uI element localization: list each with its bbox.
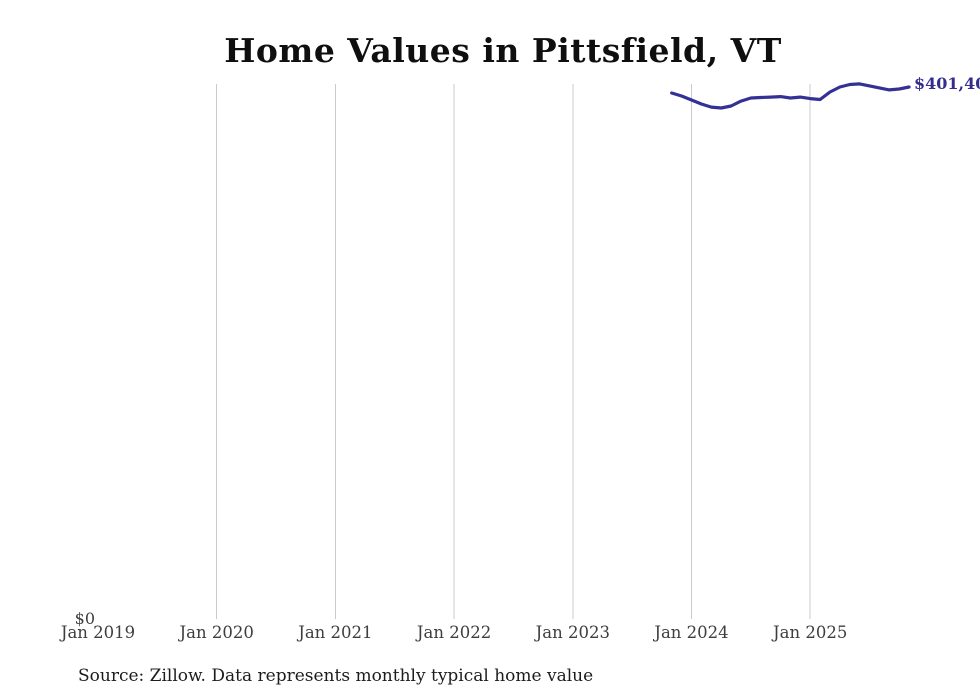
y-zero-label: $0	[74, 609, 95, 628]
home-value-line	[670, 82, 911, 110]
x-tick-label: Jan 2021	[298, 623, 373, 642]
end-value-label: $401,400	[914, 74, 980, 93]
x-tick-label: Jan 2020	[179, 623, 254, 642]
x-tick-label: Jan 2025	[773, 623, 848, 642]
source-note: Source: Zillow. Data represents monthly …	[78, 666, 594, 686]
x-tick-label: Jan 2023	[535, 623, 610, 642]
gridlines	[216, 84, 811, 619]
x-tick-label: Jan 2019	[60, 623, 136, 642]
chart-title: Home Values in Pittsfield, VT	[224, 31, 782, 70]
x-tick-label: Jan 2022	[416, 623, 492, 642]
x-tick-label: Jan 2024	[654, 623, 729, 642]
